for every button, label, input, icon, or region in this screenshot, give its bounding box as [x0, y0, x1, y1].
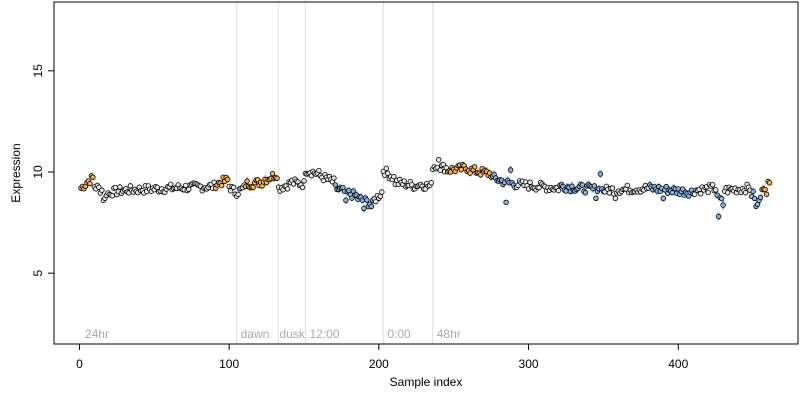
- region-label: 24hr: [85, 327, 109, 341]
- data-point: [109, 193, 116, 199]
- data-point: [507, 167, 514, 173]
- data-point: [409, 182, 415, 188]
- data-point: [680, 186, 686, 192]
- data-point: [762, 186, 768, 193]
- data-point: [168, 181, 174, 188]
- y-tick-label: 15: [31, 64, 45, 78]
- region-label: 48hr: [437, 327, 461, 341]
- data-point: [299, 184, 306, 191]
- data-point: [250, 184, 256, 190]
- y-tick-label: 5: [31, 270, 45, 277]
- data-point: [527, 179, 533, 185]
- data-point: [230, 184, 237, 191]
- data-point: [269, 170, 276, 177]
- data-point: [436, 157, 442, 163]
- data-point: [763, 191, 770, 197]
- data-point: [709, 182, 716, 188]
- x-tick-label: 0: [76, 357, 83, 371]
- data-point: [301, 178, 307, 184]
- plot-frame: [53, 1, 799, 345]
- data-point: [597, 171, 604, 177]
- data-point: [715, 213, 722, 220]
- data-point: [582, 190, 589, 196]
- data-point: [383, 165, 390, 172]
- data-point: [579, 182, 586, 188]
- data-point: [437, 167, 443, 173]
- x-axis-label: Sample index: [390, 375, 463, 389]
- data-point: [343, 197, 349, 204]
- data-point: [364, 197, 370, 203]
- data-point: [127, 183, 134, 189]
- x-axis: 0 100 200 300 400: [76, 343, 689, 371]
- x-tick-label: 400: [668, 357, 688, 371]
- region-label: 12:00: [309, 327, 339, 341]
- data-point: [609, 185, 616, 191]
- data-point: [757, 194, 764, 201]
- data-point: [332, 182, 339, 188]
- data-point: [467, 170, 473, 176]
- region-label: 0:00: [387, 327, 411, 341]
- data-point: [471, 164, 478, 170]
- data-point: [379, 189, 385, 195]
- data-point: [331, 175, 337, 181]
- data-point: [660, 195, 666, 201]
- data-point: [536, 184, 542, 191]
- data-point: [477, 172, 484, 178]
- y-axis: 5 10 15: [31, 64, 55, 277]
- data-point: [591, 183, 598, 189]
- data-point: [391, 174, 397, 180]
- data-point: [373, 198, 379, 205]
- data-point: [385, 170, 391, 177]
- data-point: [720, 202, 726, 208]
- data-point: [117, 184, 123, 190]
- data-point: [718, 196, 725, 202]
- x-tick-label: 300: [519, 357, 539, 371]
- data-point: [624, 182, 631, 189]
- data-point: [712, 187, 719, 193]
- region-label: dusk: [280, 327, 306, 341]
- y-tick-label: 10: [31, 165, 45, 179]
- data-point: [742, 190, 749, 196]
- data-point: [99, 187, 105, 193]
- data-point: [90, 174, 96, 180]
- data-point: [724, 190, 731, 196]
- data-point: [569, 183, 575, 189]
- data-point: [274, 175, 280, 181]
- y-axis-label: Expression: [9, 143, 23, 202]
- x-tick-label: 200: [369, 357, 389, 371]
- data-points: [78, 157, 773, 220]
- data-point: [555, 187, 562, 194]
- data-point: [750, 188, 756, 195]
- data-point: [235, 191, 241, 198]
- data-point: [428, 180, 434, 186]
- data-point: [368, 203, 375, 210]
- data-point: [244, 178, 250, 184]
- data-point: [112, 184, 119, 191]
- x-tick-label: 100: [219, 357, 239, 371]
- data-point: [401, 178, 407, 184]
- data-point: [503, 199, 509, 206]
- data-point: [612, 195, 619, 201]
- data-point: [377, 193, 384, 200]
- data-point: [705, 189, 711, 196]
- data-point: [284, 186, 291, 192]
- data-point: [593, 195, 599, 201]
- data-point: [751, 195, 758, 202]
- region-lines: [236, 2, 434, 344]
- data-point: [224, 176, 231, 183]
- data-point: [766, 180, 773, 186]
- region-label: dawn: [241, 327, 270, 341]
- data-point: [87, 180, 93, 187]
- data-point: [361, 205, 367, 212]
- data-point: [316, 167, 322, 174]
- data-point: [606, 190, 613, 196]
- data-point: [697, 191, 704, 197]
- data-point: [218, 182, 225, 189]
- region-labels: 24hr dawn dusk 12:00 0:00 48hr: [85, 327, 461, 341]
- data-point: [663, 183, 669, 190]
